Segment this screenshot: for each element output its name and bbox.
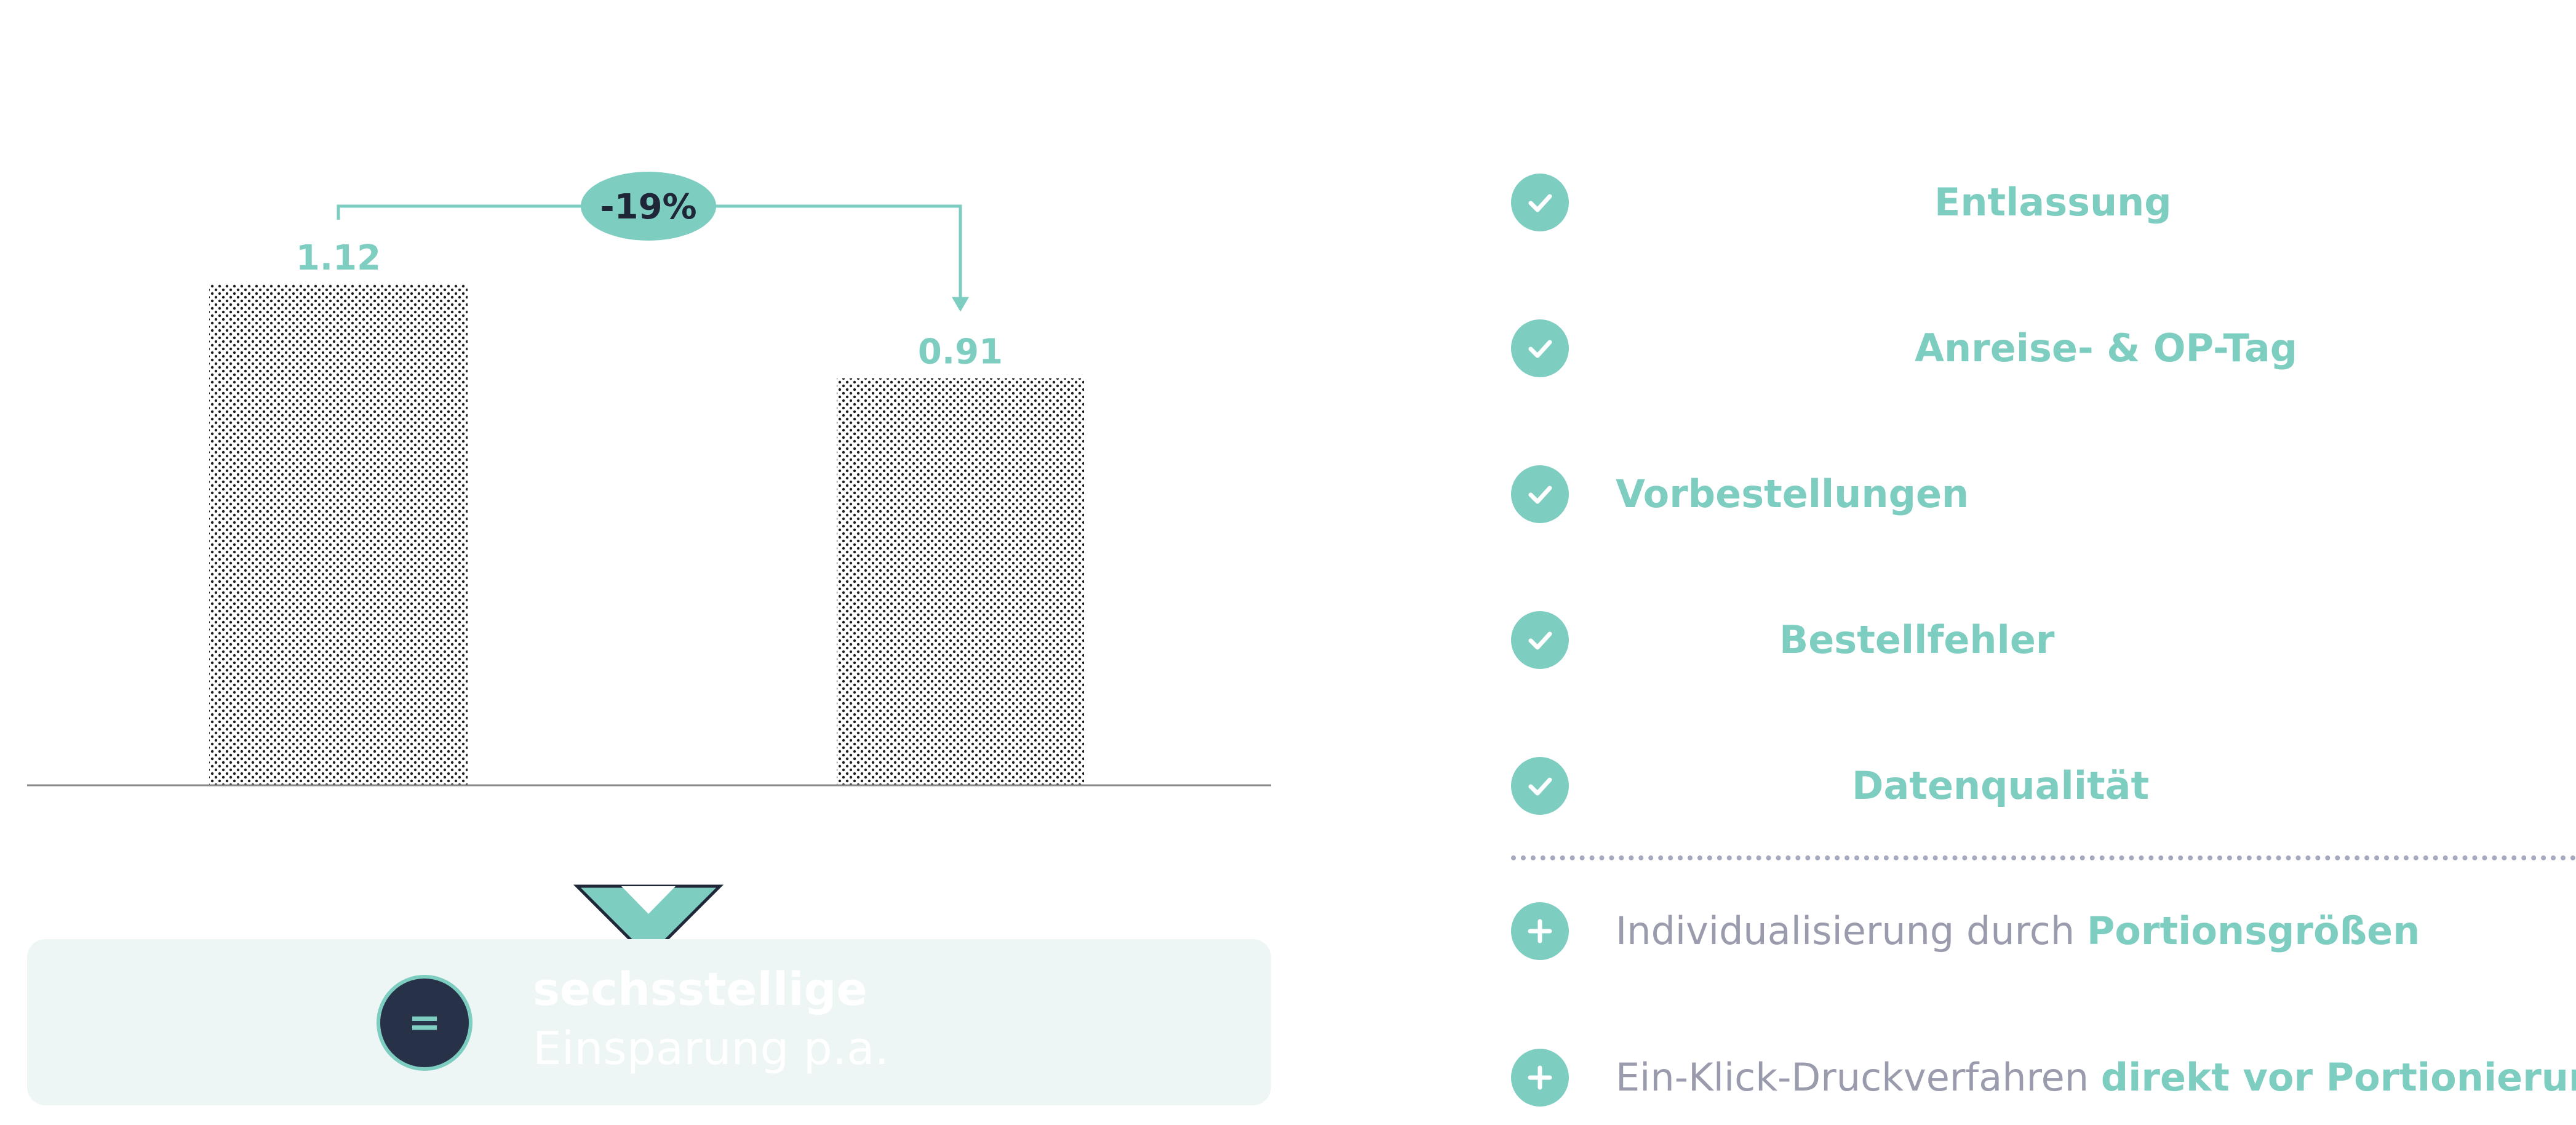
- bar-value-label: 1.12: [296, 238, 381, 278]
- extra-text: Individualisierung durch Portionsgrößen: [1616, 902, 2420, 960]
- equals-icon: =: [377, 975, 473, 1071]
- check-circle-icon: [1511, 465, 1569, 523]
- dotted-divider: [1511, 855, 2576, 860]
- checklist-item-vorbestellungen: Vorbestellungen: [1511, 465, 2557, 527]
- extra-prefix: Individualisierung durch: [1616, 908, 2075, 953]
- change-label: -19%: [600, 187, 696, 227]
- change-badge: [581, 172, 716, 241]
- check-circle-icon: [1511, 174, 1569, 231]
- bar-value-label: 0.91: [918, 332, 1003, 372]
- checklist-item-anreise: Anreise- & OP-Tag: [1511, 319, 2557, 381]
- checklist-label: Entlassung: [1934, 180, 2172, 225]
- extra-item-portionsgroessen: Individualisierung durch Portionsgrößen: [1511, 902, 2576, 964]
- chevron-notch: [621, 886, 676, 914]
- checklist-label: Anreise- & OP-Tag: [1915, 326, 2298, 370]
- check-circle-icon: [1511, 319, 1569, 377]
- bar-chart: 1.12 0.91 -19%: [27, 172, 1271, 960]
- extra-item-druckverfahren: Ein-Klick-Druckverfahren direkt vor Port…: [1511, 1049, 2576, 1110]
- extra-text: Ein-Klick-Druckverfahren direkt vor Port…: [1616, 1049, 2576, 1107]
- checklist-item-entlassung: Entlassung: [1511, 174, 2557, 235]
- checklist-label: Bestellfehler: [1779, 617, 2055, 662]
- savings-banner: [27, 939, 1271, 1105]
- plus-circle-icon: [1511, 1049, 1569, 1107]
- arrow-head-icon: [952, 297, 969, 312]
- extra-highlight: direkt vor Portionierung: [2100, 1055, 2576, 1100]
- checklist-label: Datenqualität: [1852, 763, 2150, 808]
- bar-1: [209, 284, 468, 785]
- checklist-item-datenqualitaet: Datenqualität: [1511, 757, 2557, 819]
- plus-circle-icon: [1511, 902, 1569, 960]
- extra-prefix: Ein-Klick-Druckverfahren: [1616, 1055, 2089, 1100]
- savings-line-2: Einsparung p.a.: [533, 1022, 890, 1075]
- extra-highlight: Portionsgrößen: [2086, 908, 2420, 953]
- checklist-item-bestellfehler: Bestellfehler: [1511, 611, 2557, 673]
- savings-text: sechsstellige Einsparung p.a.: [533, 960, 889, 1078]
- check-circle-icon: [1511, 611, 1569, 669]
- savings-line-1: sechsstellige: [533, 963, 867, 1016]
- check-circle-icon: [1511, 757, 1569, 815]
- checklist-label: Vorbestellungen: [1616, 471, 1969, 516]
- bar-2: [837, 378, 1084, 785]
